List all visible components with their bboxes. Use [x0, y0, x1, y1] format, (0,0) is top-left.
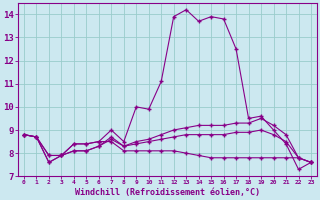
X-axis label: Windchill (Refroidissement éolien,°C): Windchill (Refroidissement éolien,°C): [75, 188, 260, 197]
